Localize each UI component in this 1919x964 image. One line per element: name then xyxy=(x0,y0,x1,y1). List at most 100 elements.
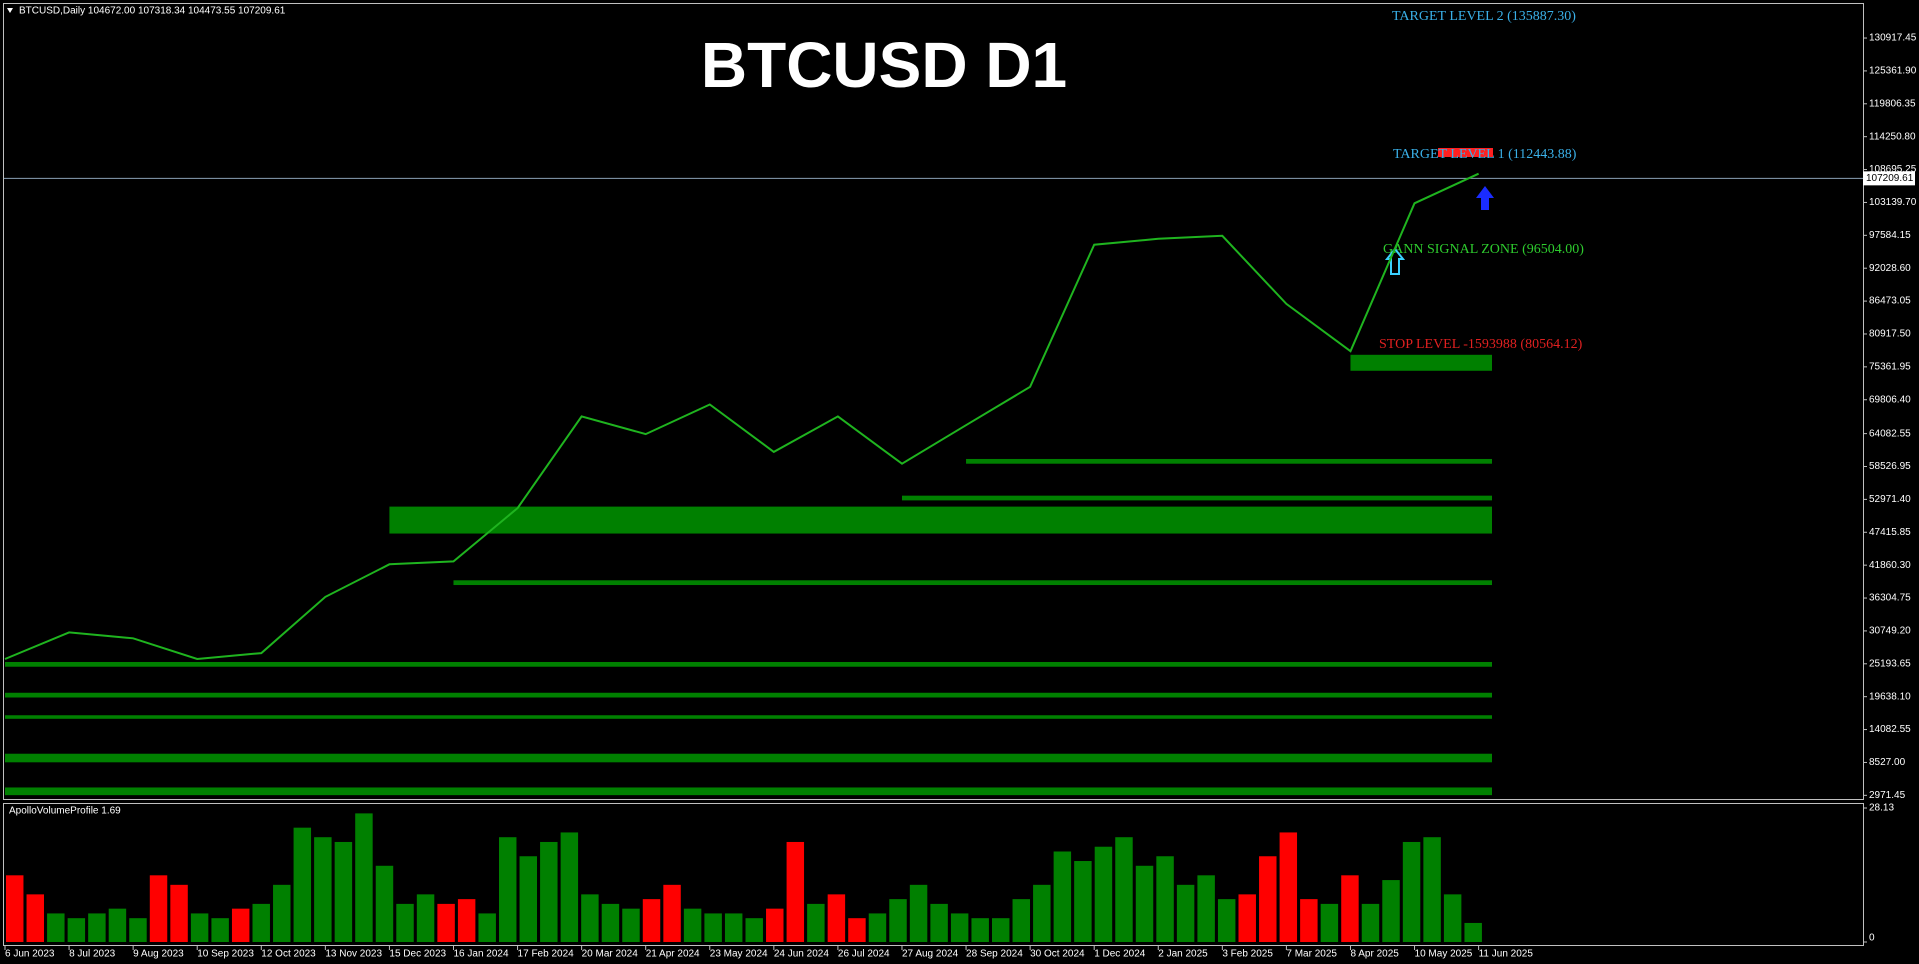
y-tick-label: 114250.80 xyxy=(1869,131,1916,142)
x-tick-label: 9 Aug 2023 xyxy=(133,949,184,960)
zone xyxy=(966,458,1492,464)
y-tick-label: 92028.60 xyxy=(1869,263,1911,274)
y-tick-label: 97584.15 xyxy=(1869,230,1911,241)
volume-bar xyxy=(231,908,250,942)
volume-bar xyxy=(950,913,969,942)
volume-bar xyxy=(930,903,948,942)
volume-bar xyxy=(293,827,312,942)
volume-bar xyxy=(766,908,784,942)
x-tick-label: 17 Feb 2024 xyxy=(518,949,575,960)
last-price-label: 107209.61 xyxy=(1866,173,1914,184)
x-tick-label: 16 Jan 2024 xyxy=(453,949,508,960)
x-tick-label: 8 Apr 2025 xyxy=(1350,949,1399,960)
volume-bar xyxy=(375,865,394,942)
y-tick-label: 19638.10 xyxy=(1869,691,1911,702)
menu-triangle[interactable] xyxy=(7,8,13,13)
volume-bar xyxy=(252,903,270,942)
y-tick-label: 25193.65 xyxy=(1869,658,1911,669)
zone xyxy=(5,787,1492,796)
volume-bar xyxy=(807,903,825,942)
annotation: STOP LEVEL -1593988 (80564.12) xyxy=(1379,337,1583,352)
last-price-box xyxy=(1863,171,1915,186)
zone xyxy=(5,715,1492,719)
volume-bar xyxy=(499,837,517,942)
x-tick-label: 11 Jun 2025 xyxy=(1479,949,1534,960)
volume-bar xyxy=(1033,884,1051,942)
volume-pane-border xyxy=(3,803,1864,946)
volume-bar xyxy=(396,903,414,942)
x-tick-label: 30 Oct 2024 xyxy=(1030,949,1085,960)
volume-bar xyxy=(786,841,805,942)
x-tick-label: 8 Jul 2023 xyxy=(69,949,116,960)
volume-bar xyxy=(642,899,661,942)
volume-bar xyxy=(314,837,332,942)
volume-bar xyxy=(1197,875,1215,942)
volume-bar xyxy=(1094,846,1113,942)
volume-bar xyxy=(683,908,702,942)
volume-bar xyxy=(868,913,887,942)
volume-bar xyxy=(67,918,86,942)
x-tick-label: 1 Dec 2024 xyxy=(1094,949,1146,960)
volume-bar xyxy=(1279,832,1298,942)
x-tick-label: 3 Feb 2025 xyxy=(1222,949,1273,960)
zone xyxy=(453,580,1492,586)
volume-bar xyxy=(190,913,209,942)
price-line xyxy=(4,172,1480,661)
x-tick-label: 13 Nov 2023 xyxy=(325,949,382,960)
volume-bar xyxy=(663,884,681,942)
volume-bar xyxy=(1053,851,1072,942)
volume-bar xyxy=(149,875,168,942)
volume-bar xyxy=(1217,899,1236,942)
zone xyxy=(5,661,1492,667)
y-tick-label: 64082.55 xyxy=(1869,428,1911,439)
zone xyxy=(1350,354,1492,371)
annotation: TARGET LEVEL 1 (112443.88) xyxy=(1393,147,1577,162)
x-tick-label: 10 Sep 2023 xyxy=(197,949,254,960)
volume-bar xyxy=(909,884,928,942)
volume-bar xyxy=(1156,856,1174,942)
volume-bar xyxy=(848,918,866,942)
volume-bar xyxy=(971,918,989,942)
y-tick-label: 0 xyxy=(1869,933,1875,944)
volume-bar xyxy=(170,884,188,942)
x-tick-label: 6 Jun 2023 xyxy=(5,949,55,960)
volume-bar xyxy=(129,918,147,942)
volume-bar xyxy=(108,908,127,942)
volume-bar xyxy=(1320,903,1339,942)
volume-bar xyxy=(581,894,599,942)
x-tick-label: 20 Mar 2024 xyxy=(582,949,639,960)
annotation: TARGET LEVEL 2 (135887.30) xyxy=(1392,9,1576,24)
y-tick-label: 58526.95 xyxy=(1869,461,1911,472)
volume-bar xyxy=(6,875,24,942)
header: BTCUSD,Daily 104672.00 107318.34 104473.… xyxy=(19,6,286,17)
y-tick-label: 30749.20 xyxy=(1869,626,1911,637)
volume-bar xyxy=(601,903,620,942)
y-tick-label: 108695.25 xyxy=(1869,164,1917,175)
price-pane-border xyxy=(3,3,1864,800)
volume-bar xyxy=(1382,880,1400,942)
volume-bar xyxy=(1464,922,1482,942)
volume-bar xyxy=(724,913,743,942)
volume-bar xyxy=(622,908,640,942)
volume-bar xyxy=(827,894,846,942)
y-tick-label: 119806.35 xyxy=(1869,98,1916,109)
volume-bar xyxy=(992,918,1010,942)
y-tick-label: 52971.40 xyxy=(1869,494,1911,505)
x-tick-label: 23 May 2024 xyxy=(710,949,768,960)
volume-bar xyxy=(1361,903,1380,942)
x-tick-label: 15 Dec 2023 xyxy=(389,949,446,960)
volume-bar xyxy=(1135,865,1154,942)
zone xyxy=(389,506,1492,534)
zone xyxy=(5,692,1492,698)
y-tick-label: 28.13 xyxy=(1869,803,1894,814)
target-box xyxy=(1438,148,1493,157)
y-tick-label: 2971.45 xyxy=(1869,790,1906,801)
volume-bar xyxy=(745,918,763,942)
zone xyxy=(5,753,1492,763)
volume-bar xyxy=(1300,899,1318,942)
volume-bar xyxy=(1012,899,1031,942)
volume-bar xyxy=(1238,894,1256,942)
y-tick-label: 125361.90 xyxy=(1869,66,1917,77)
